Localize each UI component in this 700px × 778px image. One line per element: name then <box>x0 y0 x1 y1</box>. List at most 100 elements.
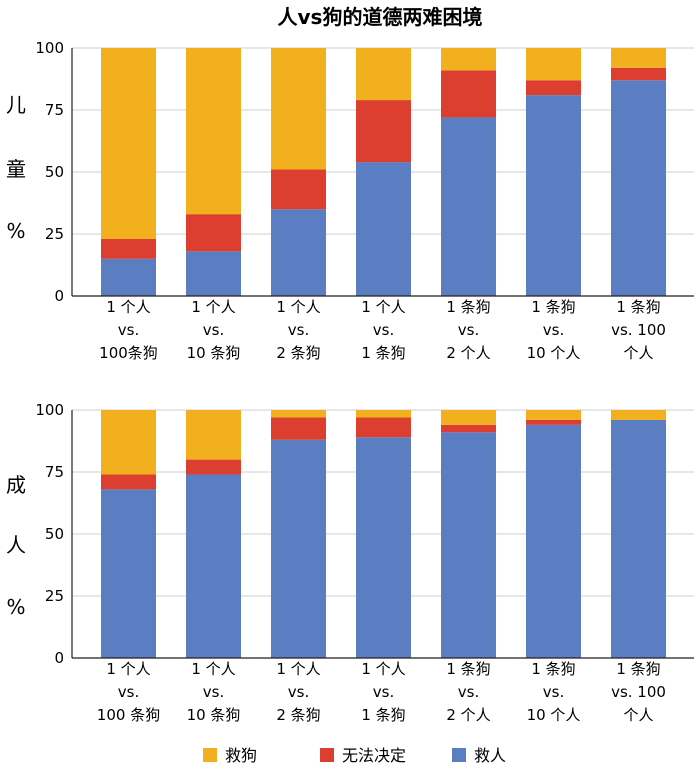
bar-segment <box>101 48 156 239</box>
y-tick-label: 50 <box>45 525 64 543</box>
category-label: 1 个人 <box>191 660 235 678</box>
bar-segment <box>356 162 411 296</box>
y-tick-label: 25 <box>45 225 64 243</box>
bar-segment <box>271 410 326 418</box>
category-label: vs. <box>543 683 564 701</box>
bar-segment <box>611 410 666 420</box>
bar-segment <box>526 48 581 81</box>
bar-segment <box>356 48 411 101</box>
bar-segment <box>356 410 411 418</box>
y-tick-label: 25 <box>45 587 64 605</box>
category-label: 1 个人 <box>106 660 150 678</box>
bar-segment <box>356 417 411 438</box>
legend-label: 救狗 <box>225 746 257 765</box>
legend-swatch <box>452 748 466 762</box>
y-tick-label: 0 <box>54 287 64 305</box>
category-label: 1 个人 <box>361 660 405 678</box>
category-label: 100条狗 <box>99 344 158 362</box>
bar-segment <box>186 214 241 252</box>
category-label: 1 条狗 <box>446 298 490 316</box>
category-label: vs. <box>203 683 224 701</box>
bar-segment <box>101 410 156 475</box>
category-label: 1 个人 <box>191 298 235 316</box>
y-tick-label: 100 <box>35 39 64 57</box>
bar-segment <box>526 95 581 297</box>
bar-segment <box>271 48 326 170</box>
category-label: 1 条狗 <box>446 660 490 678</box>
category-label: 10 个人 <box>527 706 581 724</box>
category-label: 1 条狗 <box>616 660 660 678</box>
category-label: vs. <box>288 321 309 339</box>
category-label: vs. <box>288 683 309 701</box>
category-label: 个人 <box>623 706 653 724</box>
bar-segment <box>441 117 496 296</box>
y-tick-label: 0 <box>54 649 64 667</box>
bar-segment <box>611 67 666 81</box>
bar-segment <box>611 419 666 658</box>
adults-chart-panel: 0 25 50 75 100 成人% 1 个人 vs. 100 条狗 1 个人 vs. 10 条狗 1 … <box>6 401 694 724</box>
y-axis-label: 成 <box>6 473 26 497</box>
category-label: 2 条狗 <box>276 706 320 724</box>
y-tick-label: 75 <box>45 101 64 119</box>
category-label: vs. <box>118 321 139 339</box>
y-axis-label: % <box>6 219 25 243</box>
legend-swatch <box>203 748 217 762</box>
y-tick-label: 75 <box>45 463 64 481</box>
bar-segment <box>611 48 666 68</box>
category-label: 2 个人 <box>446 344 490 362</box>
bar-segment <box>611 80 666 297</box>
legend: 救狗 无法决定 救人 <box>203 746 506 765</box>
y-axis-label: 人 <box>6 533 26 557</box>
category-label: vs. 100 <box>611 321 666 339</box>
category-label: 2 条狗 <box>276 344 320 362</box>
bar-segment <box>441 432 496 658</box>
category-label: vs. <box>373 683 394 701</box>
y-tick-label: 100 <box>35 401 64 419</box>
category-label: vs. <box>458 321 479 339</box>
bar-segment <box>526 80 581 96</box>
chart-title: 人vs狗的道德两难困境 <box>278 5 483 29</box>
category-label: vs. <box>373 321 394 339</box>
category-label: 10 条狗 <box>187 344 241 362</box>
bar-segment <box>186 410 241 460</box>
bar-segment <box>186 474 241 658</box>
bar-segment <box>186 48 241 215</box>
category-label: vs. <box>118 683 139 701</box>
children-chart-panel: 0 25 50 75 100 儿童% 1 个人 vs. 100条狗 1 个人 vs. 10 条狗 1 个… <box>6 39 694 362</box>
bar-segment <box>186 459 241 475</box>
bar-segment <box>271 417 326 440</box>
category-label: 1 个人 <box>106 298 150 316</box>
category-label: 1 个人 <box>276 298 320 316</box>
y-axis-label: 儿 <box>6 93 26 117</box>
bar-segment <box>101 258 156 296</box>
category-label: 100 条狗 <box>97 706 160 724</box>
category-label: 10 条狗 <box>187 706 241 724</box>
bar-segment <box>441 48 496 71</box>
bar-segment <box>526 424 581 658</box>
legend-swatch <box>320 748 334 762</box>
category-label: 1 条狗 <box>616 298 660 316</box>
bar-segment <box>441 70 496 118</box>
bar-segment <box>101 489 156 658</box>
category-label: vs. <box>203 321 224 339</box>
category-label: 1 条狗 <box>531 298 575 316</box>
category-label: vs. 100 <box>611 683 666 701</box>
category-label: 1 条狗 <box>531 660 575 678</box>
bar-segment <box>356 100 411 163</box>
category-label: 1 个人 <box>276 660 320 678</box>
bar-segment <box>271 169 326 210</box>
bar-segment <box>101 474 156 490</box>
bar-segment <box>186 251 241 296</box>
bar-segment <box>271 209 326 296</box>
y-tick-label: 50 <box>45 163 64 181</box>
legend-label: 救人 <box>474 746 506 765</box>
bar-segment <box>441 410 496 425</box>
bar-segment <box>441 424 496 433</box>
category-label: 1 条狗 <box>361 344 405 362</box>
y-axis-label: % <box>6 595 25 619</box>
category-label: 1 个人 <box>361 298 405 316</box>
bar-segment <box>526 410 581 420</box>
category-label: vs. <box>458 683 479 701</box>
category-label: 1 条狗 <box>361 706 405 724</box>
